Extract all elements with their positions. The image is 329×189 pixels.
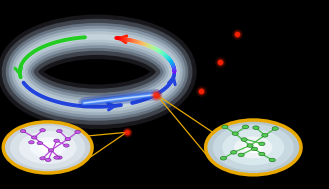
Point: [154, 93, 159, 96]
Circle shape: [57, 129, 62, 133]
Circle shape: [54, 139, 59, 142]
Circle shape: [222, 130, 284, 165]
Circle shape: [242, 125, 249, 129]
Circle shape: [220, 156, 226, 160]
Circle shape: [244, 142, 263, 153]
Circle shape: [32, 136, 37, 139]
Point: [154, 93, 159, 96]
Circle shape: [10, 126, 86, 169]
Point: [154, 93, 159, 96]
Circle shape: [40, 157, 45, 160]
Circle shape: [238, 153, 244, 157]
Circle shape: [39, 142, 57, 153]
Circle shape: [20, 129, 26, 133]
Circle shape: [232, 132, 238, 135]
Circle shape: [269, 158, 275, 162]
Point: [234, 33, 240, 36]
Point: [234, 33, 240, 36]
Circle shape: [251, 147, 258, 151]
Point: [218, 61, 223, 64]
Circle shape: [234, 136, 272, 158]
Point: [124, 131, 129, 134]
Circle shape: [259, 152, 265, 156]
Circle shape: [241, 138, 247, 141]
Circle shape: [54, 156, 59, 159]
Circle shape: [3, 122, 92, 173]
Point: [198, 89, 203, 92]
Circle shape: [45, 158, 51, 162]
Circle shape: [40, 129, 45, 132]
Circle shape: [213, 124, 294, 171]
Circle shape: [272, 127, 278, 130]
Circle shape: [75, 130, 80, 133]
Circle shape: [57, 156, 62, 159]
Circle shape: [247, 144, 253, 147]
Point: [218, 61, 223, 64]
Circle shape: [222, 125, 228, 129]
Circle shape: [65, 138, 70, 141]
Circle shape: [231, 151, 237, 154]
Point: [234, 33, 240, 36]
Circle shape: [253, 126, 259, 129]
Circle shape: [262, 134, 268, 137]
Circle shape: [30, 137, 65, 158]
Circle shape: [63, 144, 69, 147]
Circle shape: [19, 131, 77, 164]
Point: [218, 61, 223, 64]
Circle shape: [259, 142, 265, 146]
Circle shape: [48, 149, 54, 152]
Point: [198, 89, 203, 92]
Circle shape: [29, 141, 34, 144]
Circle shape: [206, 120, 301, 175]
Point: [124, 131, 129, 134]
Point: [124, 131, 129, 134]
Point: [198, 89, 203, 92]
Circle shape: [37, 142, 43, 145]
